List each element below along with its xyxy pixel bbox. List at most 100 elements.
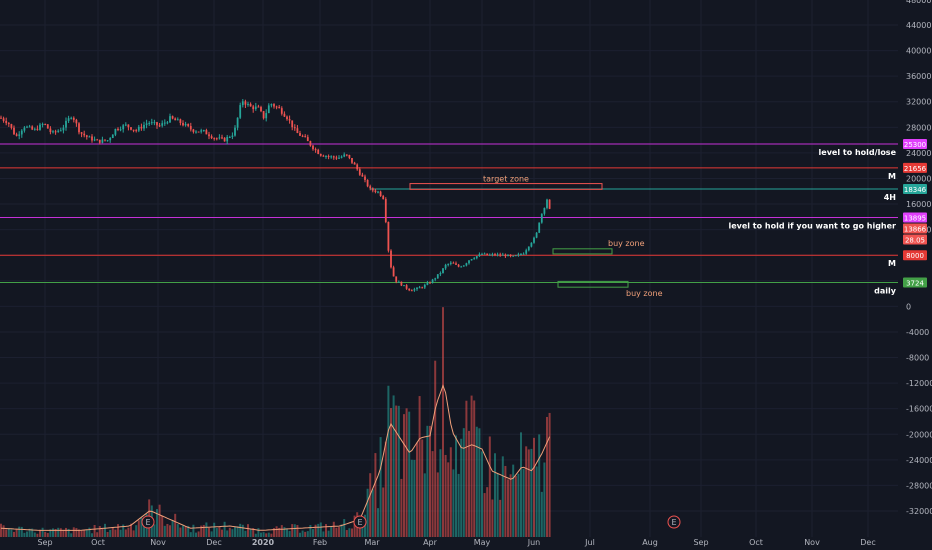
candle-body [488, 254, 491, 256]
candle-body [278, 106, 281, 109]
candle-body [150, 122, 153, 124]
candle-body [158, 125, 161, 127]
candle-body [442, 268, 444, 273]
candle-body [91, 136, 93, 141]
candle-body [286, 116, 288, 120]
volume-bar [436, 472, 439, 537]
candle-body [273, 104, 275, 107]
volume-bar [418, 396, 421, 537]
candle-body [75, 119, 78, 124]
price-tick-label: 28000 [906, 123, 931, 132]
candle-body [62, 127, 65, 131]
price-badge-text: 18346 [904, 186, 927, 194]
candle-body [546, 199, 548, 208]
candle-body [509, 254, 512, 257]
volume-bar [465, 400, 468, 537]
candle-body [426, 282, 429, 285]
volume-bar [434, 360, 437, 537]
candle-body [507, 254, 509, 257]
volume-bar [548, 412, 551, 537]
candle-body [345, 154, 348, 156]
volume-bar [522, 468, 525, 537]
earnings-circle [141, 515, 155, 529]
time-axis[interactable]: Sep Oct Nov Dec 2020 Feb Mar Apr May Jun Jul Aug Sep… [37, 538, 875, 547]
price-tick-label: 40000 [906, 47, 931, 56]
price-badge-bg [903, 223, 927, 234]
candle-body [475, 256, 478, 259]
volume-bar [135, 525, 138, 537]
volume-bar [429, 425, 431, 537]
volume-bar [410, 459, 413, 537]
candle-body [483, 253, 486, 255]
candle-body [319, 153, 322, 156]
price-tick-label: 44000 [906, 21, 931, 30]
candle-body [57, 130, 60, 132]
volume-bars [0, 307, 551, 537]
volume-bar [442, 307, 444, 537]
candle-body [244, 101, 247, 105]
volume-bar [184, 526, 187, 537]
candle-body [130, 127, 132, 130]
volume-bar [80, 530, 83, 537]
candle-body [54, 131, 57, 133]
candle-body [26, 126, 28, 128]
earnings-marker: E [141, 515, 155, 529]
volume-bar [369, 473, 372, 537]
candle-body [67, 118, 70, 121]
volume-bar [340, 524, 343, 537]
time-tick-label: Mar [364, 538, 380, 547]
price-zones[interactable]: target zone buy zone buy zone [409, 175, 663, 299]
volume-bar [65, 527, 67, 537]
level-label: daily [874, 287, 897, 296]
candle-body [351, 157, 353, 163]
earnings-circle [667, 515, 681, 529]
volume-bar [236, 526, 239, 537]
volume-bar [158, 504, 161, 537]
candle-body [377, 191, 379, 193]
level-label: level to hold if you want to go higher [728, 222, 896, 231]
candle-body [410, 290, 413, 292]
candle-body [306, 137, 309, 142]
candle-body [447, 263, 450, 265]
earnings-label: E [671, 518, 676, 527]
candle-body [59, 130, 62, 132]
candle-body [434, 278, 437, 280]
volume-bar [20, 526, 23, 537]
candle-body [525, 250, 528, 254]
volume-bar [169, 525, 171, 537]
volume-bar [223, 521, 226, 537]
volume-bar [226, 530, 229, 537]
volume-bar [413, 459, 416, 537]
volume-bar [319, 522, 322, 537]
volume-bar [57, 527, 60, 537]
time-tick-label: Sep [37, 538, 52, 547]
candle-body [468, 260, 470, 264]
volume-bar [171, 520, 174, 537]
volume-bar [7, 527, 10, 537]
volume-bar [132, 530, 135, 537]
time-tick-label: Feb [313, 538, 327, 547]
time-tick-label: Aug [642, 538, 658, 547]
volume-bar [306, 531, 309, 537]
candle-body [340, 156, 343, 158]
volume-bar [111, 527, 114, 537]
candle-body [143, 124, 145, 129]
price-badge-bg [903, 277, 927, 288]
volume-bar [322, 531, 325, 537]
candle-body [533, 237, 535, 243]
price-badge: 13866 [903, 223, 927, 234]
candle-body [416, 287, 418, 290]
volume-bar [293, 524, 296, 537]
volume-bar [54, 529, 57, 537]
price-badge-bg [903, 162, 927, 173]
volume-bar [546, 416, 548, 537]
candle-body [395, 276, 398, 282]
candle-body [184, 124, 187, 126]
candle-body [371, 188, 374, 191]
volume-bar [36, 533, 39, 537]
candle-body [499, 254, 502, 256]
volume-bar [475, 426, 478, 537]
volume-bar [117, 524, 119, 537]
